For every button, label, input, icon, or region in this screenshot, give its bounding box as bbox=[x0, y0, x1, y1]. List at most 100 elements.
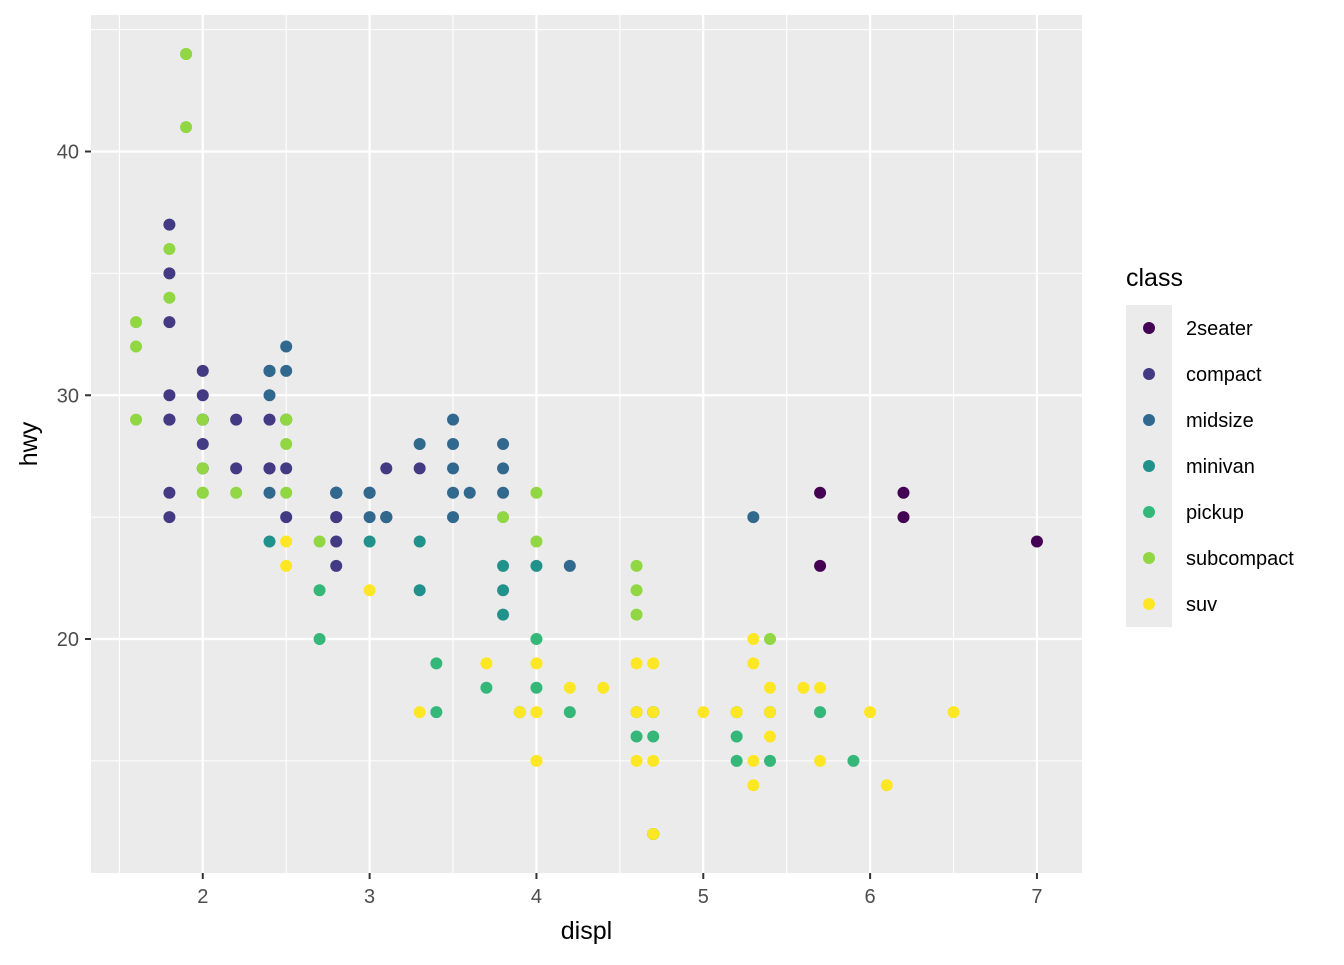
point-pickup bbox=[430, 706, 443, 719]
point-compact bbox=[230, 413, 243, 426]
point-suv bbox=[280, 535, 293, 548]
point-minivan bbox=[413, 584, 426, 597]
point-subcompact bbox=[196, 462, 209, 475]
point-midsize bbox=[747, 511, 760, 524]
legend-label: minivan bbox=[1186, 456, 1255, 478]
point-midsize bbox=[563, 559, 576, 572]
point-subcompact bbox=[280, 413, 293, 426]
point-compact bbox=[263, 413, 276, 426]
point-2seater bbox=[897, 511, 910, 524]
point-subcompact bbox=[313, 535, 326, 548]
point-midsize bbox=[330, 486, 343, 499]
x-tick-label: 6 bbox=[865, 886, 876, 908]
point-subcompact bbox=[163, 291, 176, 304]
legend-entry-compact: compact bbox=[1143, 364, 1262, 386]
point-midsize bbox=[263, 486, 276, 499]
point-compact bbox=[163, 218, 176, 231]
point-midsize bbox=[463, 486, 476, 499]
point-suv bbox=[563, 681, 576, 694]
point-suv bbox=[747, 779, 760, 792]
point-midsize bbox=[263, 364, 276, 377]
legend-title: class bbox=[1126, 264, 1183, 292]
point-midsize bbox=[447, 462, 460, 475]
legend-entry-suv: suv bbox=[1143, 594, 1217, 616]
point-suv bbox=[513, 706, 526, 719]
point-suv bbox=[814, 754, 827, 767]
point-subcompact bbox=[497, 511, 510, 524]
y-axis-title: hwy bbox=[15, 421, 43, 466]
point-suv bbox=[647, 754, 660, 767]
point-pickup bbox=[730, 754, 743, 767]
point-suv bbox=[764, 706, 777, 719]
point-pickup bbox=[847, 754, 860, 767]
point-pickup bbox=[313, 584, 326, 597]
legend-swatch bbox=[1143, 414, 1155, 426]
legend: class 2seater compact midsize minivan pickup… bbox=[1126, 264, 1294, 627]
point-compact bbox=[163, 389, 176, 402]
legend-swatch bbox=[1143, 506, 1155, 518]
point-pickup bbox=[814, 706, 827, 719]
point-suv bbox=[630, 657, 643, 670]
point-midsize bbox=[447, 438, 460, 450]
point-compact bbox=[163, 413, 176, 426]
y-axis-tick-labels: 20 30 40 bbox=[57, 142, 79, 652]
point-suv bbox=[864, 706, 877, 719]
point-midsize bbox=[280, 340, 293, 353]
point-subcompact bbox=[163, 243, 176, 255]
point-suv bbox=[630, 754, 643, 767]
point-minivan bbox=[363, 535, 376, 548]
point-midsize bbox=[263, 389, 276, 402]
axis-ticks bbox=[85, 150, 1038, 879]
y-tick-label: 20 bbox=[57, 629, 79, 651]
point-subcompact bbox=[180, 48, 193, 60]
point-suv bbox=[530, 706, 543, 719]
point-compact bbox=[196, 389, 209, 402]
point-midsize bbox=[380, 511, 393, 524]
legend-entry-subcompact: subcompact bbox=[1143, 548, 1294, 570]
point-suv bbox=[764, 681, 777, 694]
legend-swatch bbox=[1143, 322, 1155, 334]
legend-swatch bbox=[1143, 460, 1155, 472]
point-subcompact bbox=[630, 559, 643, 572]
point-suv bbox=[730, 706, 743, 719]
point-subcompact bbox=[280, 486, 293, 499]
point-minivan bbox=[497, 559, 510, 572]
point-pickup bbox=[480, 681, 493, 694]
point-midsize bbox=[497, 438, 510, 450]
point-compact bbox=[196, 364, 209, 377]
point-suv bbox=[747, 633, 760, 645]
point-subcompact bbox=[764, 633, 777, 645]
point-2seater bbox=[814, 486, 827, 499]
legend-entries: 2seater compact midsize minivan pickup subcom… bbox=[1143, 318, 1294, 616]
point-pickup bbox=[764, 754, 777, 767]
x-tick-label: 5 bbox=[698, 886, 709, 908]
point-compact bbox=[230, 462, 243, 475]
point-midsize bbox=[447, 511, 460, 524]
point-subcompact bbox=[230, 486, 243, 499]
point-suv bbox=[280, 559, 293, 572]
y-tick-label: 40 bbox=[57, 142, 79, 164]
point-compact bbox=[196, 438, 209, 450]
legend-label: 2seater bbox=[1186, 318, 1253, 340]
point-minivan bbox=[497, 584, 510, 597]
point-suv bbox=[814, 681, 827, 694]
point-suv bbox=[797, 681, 810, 694]
point-suv bbox=[413, 706, 426, 719]
point-pickup bbox=[530, 633, 543, 645]
point-subcompact bbox=[630, 584, 643, 597]
plot-panel bbox=[91, 15, 1082, 873]
major-gridlines bbox=[91, 15, 1082, 873]
minor-gridlines bbox=[91, 15, 1082, 873]
point-minivan bbox=[413, 535, 426, 548]
data-points bbox=[130, 48, 1043, 840]
legend-swatch bbox=[1143, 368, 1155, 380]
point-compact bbox=[330, 535, 343, 548]
point-suv bbox=[647, 706, 660, 719]
point-minivan bbox=[263, 535, 276, 548]
point-suv bbox=[363, 584, 376, 597]
point-compact bbox=[263, 462, 276, 475]
legend-label: subcompact bbox=[1186, 548, 1294, 570]
point-midsize bbox=[447, 486, 460, 499]
x-tick-label: 7 bbox=[1031, 886, 1042, 908]
legend-entry-pickup: pickup bbox=[1143, 502, 1244, 524]
